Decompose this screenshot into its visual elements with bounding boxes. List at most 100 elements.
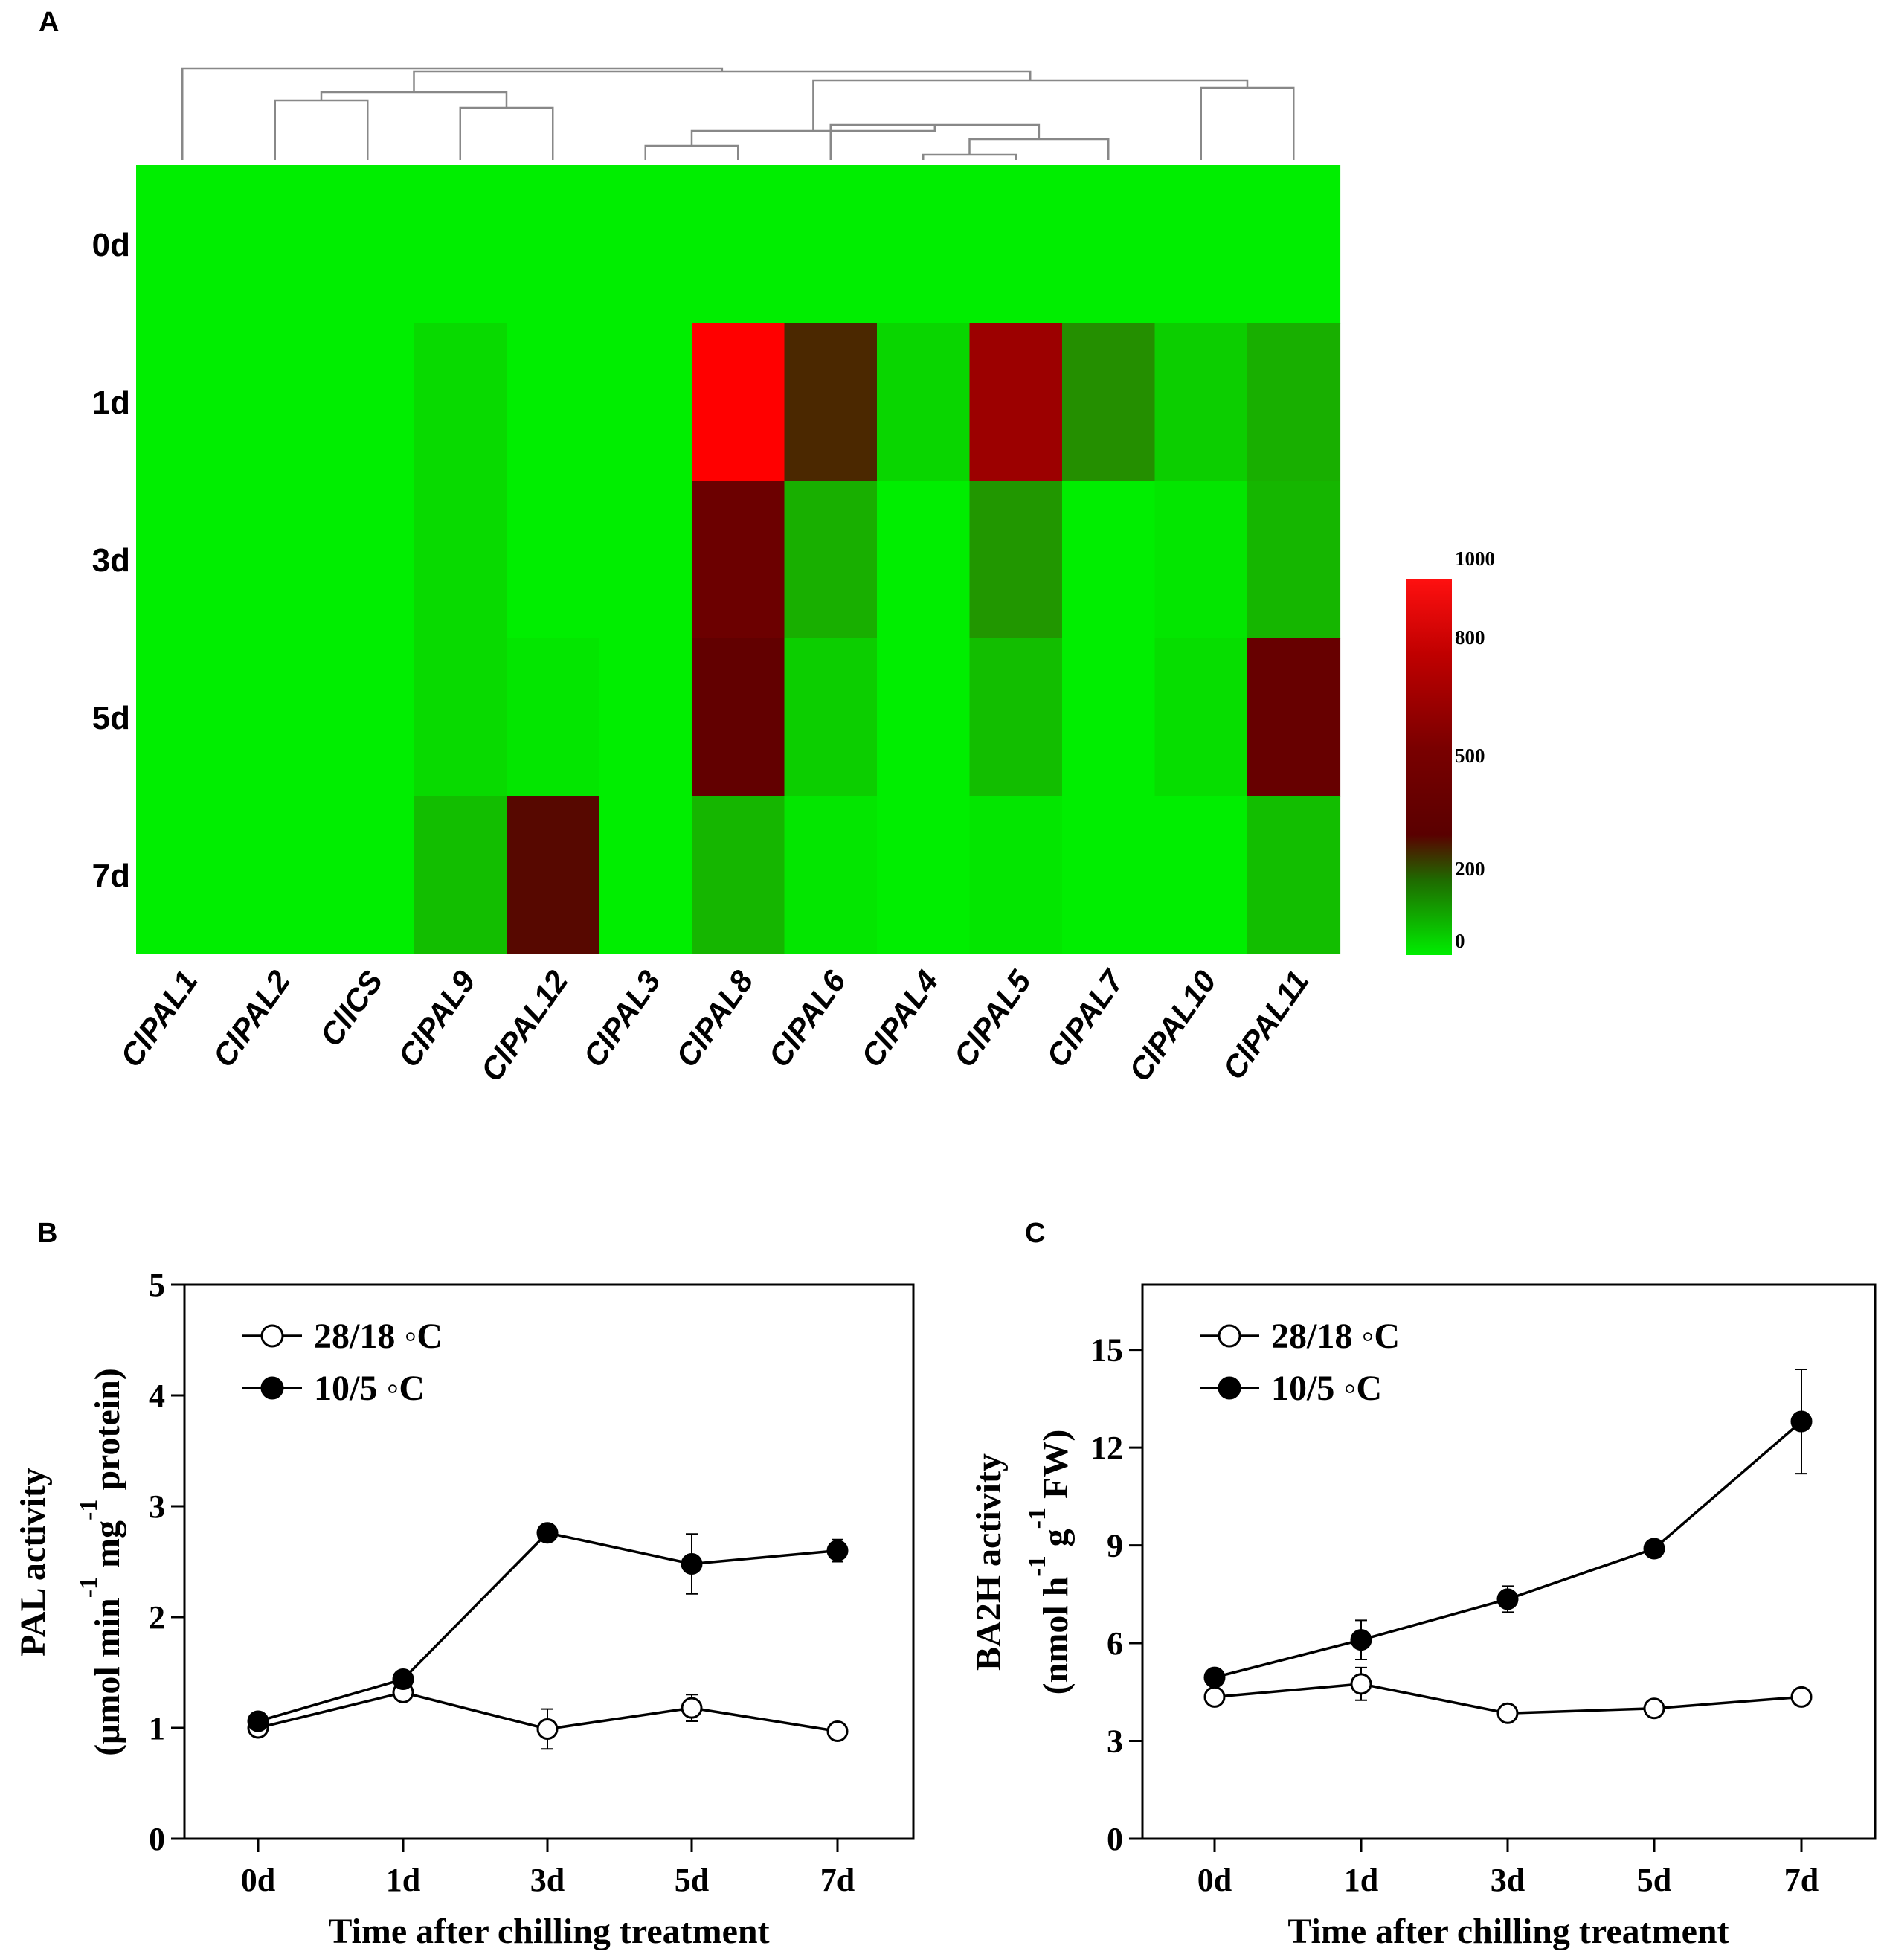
- heatmap-cell: [969, 165, 1063, 324]
- data-point: [826, 1540, 849, 1562]
- heatmap-cell: [969, 323, 1063, 481]
- data-point: [1643, 1697, 1665, 1720]
- svg-text:(μmol min-1 mg-1 protein): (μmol min-1 mg-1 protein): [75, 1368, 127, 1756]
- column-label: ClPAL1: [113, 964, 204, 1073]
- ba2h-activity-chart: 0 3 6 9 12 15 0d 1d 3d 5d 7d 28/18 ◦C 10/5 ◦C Time…: [969, 1283, 1877, 1951]
- heatmap-cell: [1247, 481, 1341, 639]
- heatmap-cell: [692, 323, 785, 481]
- data-point: [1203, 1686, 1226, 1708]
- heatmap-cell: [414, 796, 507, 954]
- x-axis-title: Time after chilling treatment: [1287, 1912, 1729, 1951]
- panel-letter-c: C: [1025, 1218, 1045, 1249]
- legend-marker: [1218, 1324, 1241, 1348]
- column-label: ClPAL8: [669, 964, 760, 1073]
- heatmap-cell: [692, 481, 785, 639]
- heatmap-cell: [1247, 165, 1341, 324]
- column-label: ClICS: [313, 964, 390, 1053]
- data-point: [826, 1720, 849, 1742]
- y-tick-label: 0: [1107, 1821, 1123, 1857]
- y-tick-label: 3: [149, 1488, 165, 1525]
- heatmap-cell: [228, 796, 322, 954]
- heatmap-cell: [969, 796, 1063, 954]
- column-label: ClPAL11: [1216, 964, 1316, 1085]
- heatmap-cell: [228, 481, 322, 639]
- heatmap-cell: [1062, 638, 1156, 797]
- y-tick-label: 5: [149, 1267, 165, 1303]
- column-label: ClPAL10: [1122, 964, 1223, 1087]
- heatmap-cell: [507, 481, 600, 639]
- x-tick-label: 5d: [675, 1862, 709, 1898]
- heatmap-cell: [969, 481, 1063, 639]
- data-point: [1496, 1702, 1519, 1724]
- heatmap-cell: [414, 165, 507, 324]
- heatmap-cell: [1154, 638, 1248, 797]
- y-axis-title-unit-a: (nmol h: [1036, 1577, 1076, 1695]
- heatmap-cell: [507, 323, 600, 481]
- y-tick-label: 15: [1090, 1332, 1123, 1369]
- column-label: ClPAL4: [854, 964, 945, 1073]
- svg-text:PAL activity: PAL activity: [13, 1468, 53, 1657]
- x-tick-label: 5d: [1637, 1862, 1671, 1898]
- heatmap-cell: [784, 796, 878, 954]
- heatmap-cell: [1154, 165, 1248, 324]
- legend-label: 28/18 ◦C: [1271, 1317, 1400, 1356]
- heatmap-cell: [1062, 165, 1156, 324]
- series-line: [257, 1531, 838, 1723]
- x-axis-title: Time after chilling treatment: [328, 1912, 769, 1951]
- heatmap-cell: [321, 323, 415, 481]
- dendrogram-link: [413, 70, 1032, 92]
- x-tick-label: 1d: [386, 1862, 420, 1898]
- heatmap-cell: [1062, 481, 1156, 639]
- dendrogram-link: [644, 144, 739, 160]
- heatmap-cell: [136, 796, 230, 954]
- heatmap-cell: [599, 638, 692, 797]
- heatmap-cell: [507, 165, 600, 324]
- colorbar-ticks: 0 200 500 800 1000: [1455, 547, 1495, 952]
- heatmap-cell: [784, 638, 878, 797]
- heatmap-cell: [228, 165, 322, 324]
- legend-label: 10/5 ◦C: [314, 1369, 425, 1408]
- dendrogram-link: [1200, 86, 1295, 160]
- row-label: 3d: [92, 542, 130, 579]
- legend: 28/18 ◦C 10/5 ◦C: [242, 1317, 443, 1408]
- heatmap-cell: [228, 323, 322, 481]
- data-point: [536, 1522, 559, 1544]
- plot-frame: [183, 1283, 915, 1840]
- dendrogram-link: [968, 138, 1110, 160]
- row-label: 5d: [92, 700, 130, 736]
- heatmap-cell: [136, 481, 230, 639]
- y-axis-title-unit-a: (μmol min: [88, 1598, 127, 1756]
- dendrogram-link: [922, 153, 1017, 160]
- y-axis-title: BA2H activity (nmol h-1 g-1 FW): [969, 1430, 1076, 1695]
- y-axis-title-exp-a: -1: [1023, 1555, 1051, 1576]
- heatmap-cell: [321, 165, 415, 324]
- plot-frame: [1141, 1283, 1877, 1840]
- heatmap-cell: [877, 638, 971, 797]
- legend-label: 10/5 ◦C: [1271, 1369, 1382, 1408]
- data-point: [1790, 1410, 1813, 1433]
- heatmap-cell: [1247, 638, 1341, 797]
- dendrogram-link: [459, 106, 554, 160]
- y-tick-label: 0: [149, 1821, 165, 1857]
- heatmap-cell: [969, 638, 1063, 797]
- x-tick-label: 0d: [241, 1862, 275, 1898]
- data-point: [1350, 1673, 1372, 1695]
- y-axis-ticks: 0 1 2 3 4 5: [149, 1267, 184, 1857]
- heatmap-cell: [1247, 796, 1341, 954]
- column-label: ClPAL5: [947, 964, 1038, 1073]
- heatmap-cells: [136, 165, 1341, 954]
- colorbar: [1406, 579, 1452, 955]
- x-axis-ticks: 0d 1d 3d 5d 7d: [1197, 1839, 1819, 1898]
- heatmap-cell: [321, 796, 415, 954]
- heatmap-cell: [692, 165, 785, 324]
- colorbar-tick-label: 800: [1455, 626, 1485, 649]
- y-axis-title-line1: BA2H activity: [969, 1453, 1009, 1671]
- series-group: [247, 1522, 849, 1750]
- heatmap-cell: [1247, 323, 1341, 481]
- colorbar-tick-label: 1000: [1455, 547, 1495, 570]
- pal-activity-chart: 0 1 2 3 4 5 0d 1d 3d 5d 7d 28/18 ◦C 10/5 ◦C Time a…: [13, 1267, 915, 1951]
- y-tick-label: 2: [149, 1599, 165, 1636]
- row-label: 1d: [92, 385, 130, 421]
- column-label: ClPAL3: [576, 964, 667, 1073]
